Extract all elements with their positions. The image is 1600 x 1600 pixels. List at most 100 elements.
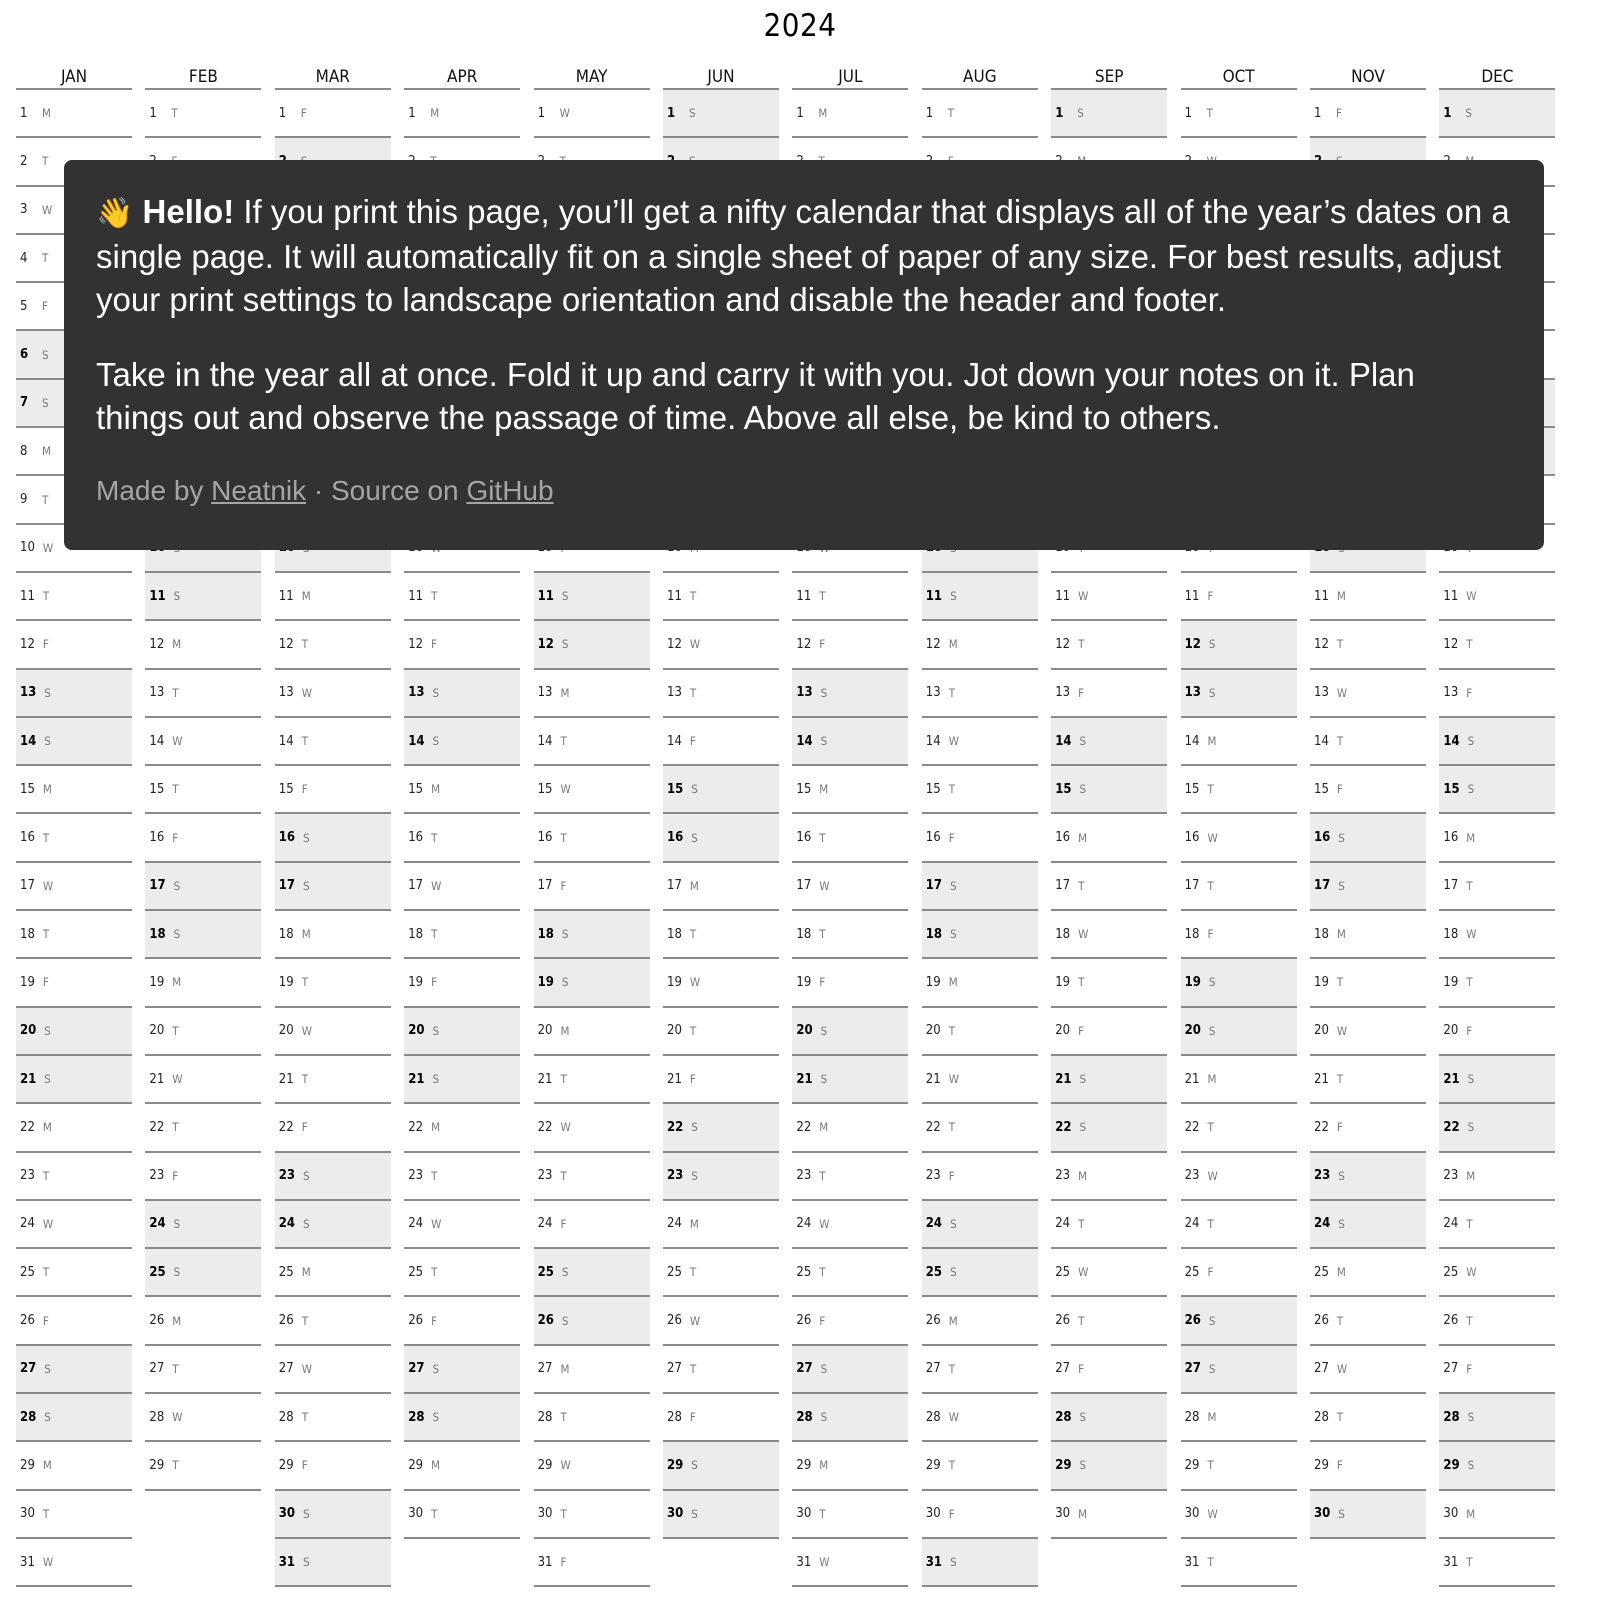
day-number: 25	[408, 1264, 424, 1280]
weekday-letter: M	[301, 927, 311, 942]
weekday-letter: W	[42, 1216, 54, 1231]
weekday-letter: T	[1336, 975, 1344, 990]
day-number: 25	[796, 1264, 812, 1280]
weekday-letter: T	[948, 1361, 956, 1376]
day-cell: 16 S	[663, 814, 779, 863]
day-number: 29	[667, 1457, 684, 1473]
day-number: 25	[925, 1264, 943, 1280]
github-link[interactable]: GitHub	[466, 475, 554, 506]
day-cell: 21 S	[16, 1055, 132, 1105]
weekday-letter: T	[560, 1410, 567, 1425]
day-cell: 13 T	[145, 670, 262, 718]
weekday-letter: T	[301, 1410, 309, 1425]
weekday-letter: W	[948, 1072, 959, 1087]
day-number: 27	[667, 1361, 682, 1377]
weekday-letter: S	[303, 1555, 310, 1570]
day-cell: 19 F	[16, 959, 132, 1008]
day-number: 17	[925, 878, 943, 894]
day-cell: 16 F	[145, 814, 262, 863]
weekday-letter: F	[172, 830, 179, 845]
weekday-letter: T	[948, 1120, 956, 1135]
day-number: 16	[1055, 830, 1071, 846]
day-number: 21	[149, 1071, 165, 1087]
day-cell: 17 S	[145, 862, 262, 912]
weekday-letter: M	[42, 782, 52, 797]
weekday-letter: S	[950, 1216, 957, 1231]
day-number: 17	[20, 878, 35, 894]
day-number: 21	[796, 1071, 813, 1087]
day-number: 17	[1184, 878, 1200, 894]
day-number: 24	[1443, 1216, 1459, 1232]
day-cell: 25 S	[145, 1249, 262, 1298]
day-cell: 27 F	[1051, 1346, 1168, 1395]
day-number: 21	[1443, 1071, 1460, 1087]
weekday-letter: W	[1078, 1265, 1089, 1280]
day-cell: 15 T	[921, 766, 1038, 815]
day-cell: 25 T	[792, 1249, 909, 1298]
weekday-letter: T	[948, 685, 956, 700]
day-number: 24	[1314, 1216, 1331, 1232]
day-number: 28	[796, 1409, 813, 1425]
day-cell: 16 M	[1051, 814, 1168, 863]
weekday-letter: W	[1466, 1265, 1477, 1280]
intro-paragraph: 👋 Hello! If you print this page, you’ll …	[96, 190, 1512, 321]
day-cell: 20 F	[1051, 1008, 1168, 1056]
day-cell: 14 W	[145, 718, 262, 767]
day-cell: 25 S	[921, 1249, 1038, 1298]
day-cell: 20 S	[404, 1007, 521, 1056]
day-number: 11	[408, 588, 424, 604]
weekday-letter: F	[1336, 1120, 1343, 1135]
day-number: 11	[796, 588, 812, 604]
day-cell: 29 S	[663, 1442, 779, 1491]
weekday-letter: T	[819, 927, 826, 942]
day-cell: 17 T	[1180, 863, 1297, 912]
day-cell: 25 M	[1310, 1249, 1426, 1298]
day-number: 20	[925, 1023, 941, 1039]
day-number: 13	[667, 685, 682, 701]
day-cell: 16 T	[16, 814, 132, 863]
day-cell: 30 S	[1310, 1490, 1426, 1539]
day-cell: 28 T	[1310, 1394, 1426, 1443]
neatnik-link[interactable]: Neatnik	[211, 475, 307, 506]
day-cell: 25 F	[1180, 1249, 1297, 1298]
info-overlay[interactable]: 👋 Hello! If you print this page, you’ll …	[64, 160, 1544, 550]
day-cell: 30 S	[663, 1490, 779, 1539]
day-cell: 22 M	[404, 1104, 521, 1153]
day-cell: 26 S	[1180, 1297, 1297, 1346]
weekday-letter: S	[173, 1216, 181, 1231]
day-number: 22	[1184, 1119, 1200, 1135]
day-cell: 20 S	[1180, 1007, 1297, 1056]
day-number: 16	[20, 830, 35, 846]
weekday-letter: T	[1207, 878, 1214, 893]
day-number: 26	[796, 1313, 812, 1329]
day-cell: 11 S	[145, 572, 262, 622]
day-cell: 18 M	[1310, 911, 1426, 960]
day-cell: 26 M	[921, 1297, 1038, 1346]
day-number: 23	[667, 1168, 684, 1184]
day-number: 30	[1314, 1506, 1331, 1522]
weekday-letter: S	[303, 830, 310, 845]
day-number: 30	[1443, 1506, 1459, 1522]
day-cell: 28 S	[404, 1394, 521, 1443]
month-name: MAY	[533, 62, 650, 90]
day-number: 30	[1055, 1506, 1071, 1522]
weekday-letter: T	[1078, 975, 1085, 990]
day-number: 23	[925, 1168, 941, 1184]
weekday-letter: T	[42, 927, 50, 942]
day-cell: 23 T	[533, 1153, 650, 1201]
day-cell: 28 M	[1180, 1394, 1297, 1443]
day-number: 15	[1055, 781, 1072, 797]
day-cell: 27 T	[663, 1346, 779, 1395]
day-cell: 17 F	[533, 863, 650, 912]
day-cell: 31 S	[921, 1538, 1038, 1588]
day-number: 21	[925, 1071, 941, 1087]
weekday-letter: F	[42, 637, 49, 652]
day-cell: 26 S	[533, 1297, 650, 1346]
day-cell: 29 T	[921, 1442, 1038, 1491]
weekday-letter: T	[301, 975, 309, 990]
made-by-text: Made by	[96, 475, 212, 506]
weekday-letter: M	[1466, 830, 1476, 845]
weekday-letter: T	[172, 782, 179, 797]
day-cell: 11 W	[1051, 573, 1168, 622]
day-number: 11	[278, 588, 294, 604]
